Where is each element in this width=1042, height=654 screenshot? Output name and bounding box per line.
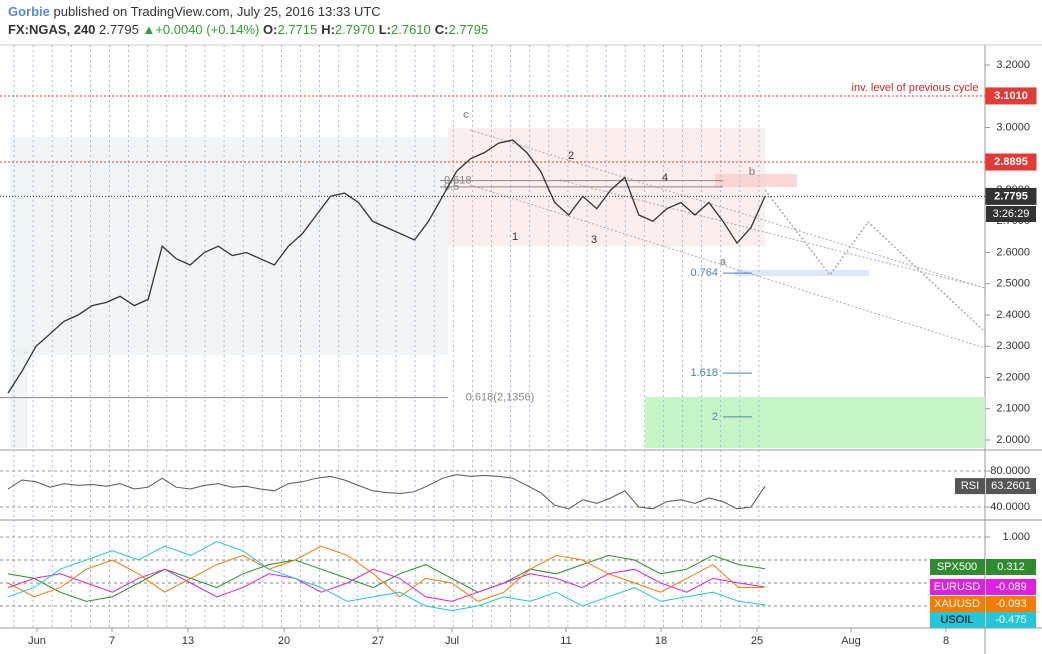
y-tick-label: 2.1000 <box>996 403 1030 415</box>
annotation: a <box>720 256 727 268</box>
x-tick-label: 27 <box>372 635 384 647</box>
annotation: inv. level of previous cycle <box>852 82 979 94</box>
series-line <box>7 541 766 612</box>
legend-bg <box>930 596 985 612</box>
y-tick-label: 2.3000 <box>996 340 1030 352</box>
last: 2.7795 <box>99 22 139 37</box>
legend-name: USOIL <box>940 614 973 626</box>
annotation: 2 <box>568 150 574 162</box>
price-tag: 3.1010 <box>994 90 1028 102</box>
legend-value: -0.093 <box>995 598 1026 610</box>
symbol: FX:NGAS, 240 <box>8 22 96 37</box>
legend-value: -0.475 <box>995 614 1026 626</box>
countdown: 3:26:29 <box>993 208 1030 220</box>
y-tick-label: 2.4000 <box>996 309 1030 321</box>
rsi-value-bg <box>986 478 1036 495</box>
y-tick-label: 3.2000 <box>996 59 1030 71</box>
ohlc-value: 2.7795 <box>448 22 489 37</box>
fib-label: 0.5 <box>444 181 459 193</box>
x-tick-label: Aug <box>841 635 861 647</box>
rsi-value: 63.2601 <box>991 480 1031 492</box>
annotation: 3 <box>591 234 597 246</box>
series-line <box>7 139 766 394</box>
y-tick-label: 2.6000 <box>996 246 1030 258</box>
ohlc-value: 2.7970 <box>334 22 375 37</box>
rsi-name-bg <box>955 478 985 495</box>
annotation: 1 <box>512 231 518 243</box>
y-tick-label: 3.0000 <box>996 121 1030 133</box>
legend-name: EURUSD <box>934 581 981 593</box>
series-line <box>7 554 766 602</box>
legend-value-bg <box>986 579 1036 595</box>
ohlc: O:2.7715 H:2.7970 L:2.7610 C:2.7795 <box>263 22 492 37</box>
y-tick-label: 1.000 <box>1002 531 1030 543</box>
price-tag-bg <box>985 87 1037 105</box>
annotation: b <box>749 166 756 178</box>
price-tag: 2.7795 <box>994 190 1028 202</box>
legend-value-bg <box>986 559 1036 575</box>
ohlc-value: 2.7610 <box>391 22 431 37</box>
countdown-bg <box>986 206 1036 222</box>
price-tag-bg <box>985 153 1037 171</box>
x-tick-label: 20 <box>278 635 290 647</box>
ohlc-key: L: <box>378 22 391 37</box>
x-tick-label: 11 <box>560 635 571 647</box>
fib-label: 0.618(2,1356) <box>466 392 535 404</box>
y-tick-label: 80.0000 <box>990 465 1030 477</box>
legend-bg <box>930 612 985 628</box>
legend-bg <box>930 579 985 595</box>
rsi-name: RSI <box>961 480 979 492</box>
price-tag: 2.8895 <box>994 156 1028 168</box>
series-line <box>7 568 766 602</box>
header: Gorbie published on TradingView.com, Jul… <box>8 3 492 39</box>
fib-label: 1.618 <box>690 367 718 379</box>
x-tick-label: 13 <box>182 635 194 647</box>
series-line <box>7 545 766 602</box>
price-tag-bg <box>985 187 1037 205</box>
y-tick-label: 40.0000 <box>990 501 1030 513</box>
y-tick-label: 2.5000 <box>996 278 1030 290</box>
fib-label: 0.764 <box>690 267 718 279</box>
legend-bg <box>930 559 985 575</box>
annotation: c <box>463 109 469 121</box>
legend-value: 0.312 <box>997 561 1025 573</box>
x-tick-label: 7 <box>109 635 115 647</box>
legend-name: XAUUSD <box>934 598 980 610</box>
x-tick-label: 18 <box>655 635 667 647</box>
author[interactable]: Gorbie <box>8 4 50 19</box>
ohlc-value: 2.7715 <box>277 22 318 37</box>
y-tick-label: 2.2000 <box>996 371 1030 383</box>
legend-value-bg <box>986 612 1036 628</box>
x-tick-label: 25 <box>751 635 763 647</box>
ohlc-key: C: <box>434 22 449 37</box>
y-tick-label: 2.0000 <box>996 434 1030 446</box>
ohlc-key: H: <box>321 22 335 37</box>
x-tick-label: 8 <box>943 635 949 647</box>
legend-name: SPX500 <box>937 561 977 573</box>
series-line <box>7 474 766 510</box>
change: +0.0040 (+0.14%) <box>155 22 260 37</box>
fib-label: 2 <box>712 411 718 423</box>
x-tick-label: Jun <box>28 635 46 647</box>
legend-value-bg <box>986 596 1036 612</box>
published: published on TradingView.com, July 25, 2… <box>53 4 381 19</box>
legend-value: -0.089 <box>995 581 1026 593</box>
fib-label: 0.618 <box>444 175 472 187</box>
annotation: 4 <box>662 172 668 184</box>
ohlc-key: O: <box>263 22 278 37</box>
x-tick-label: Jul <box>445 635 459 647</box>
